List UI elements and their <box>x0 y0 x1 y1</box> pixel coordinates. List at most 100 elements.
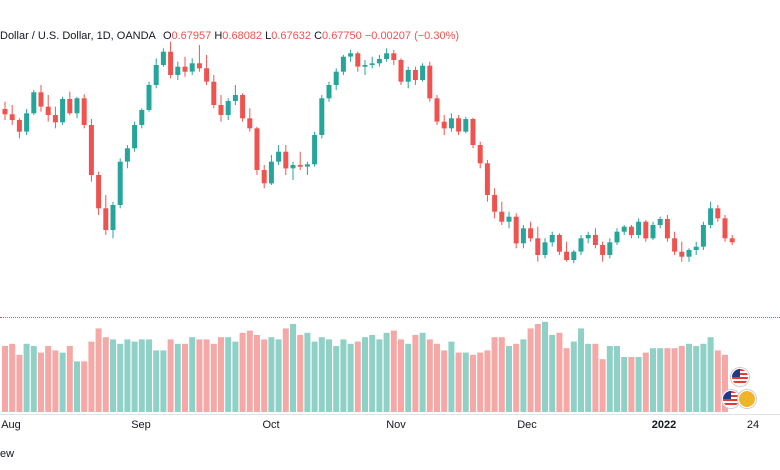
volume-bar <box>304 332 311 412</box>
candle-body <box>153 65 159 85</box>
candle-body <box>657 219 663 225</box>
volume-bar <box>146 339 152 412</box>
volume-bar <box>182 343 188 412</box>
open-value: 0.67957 <box>171 30 212 42</box>
volume-bar <box>455 352 462 412</box>
volume-bar <box>419 332 426 412</box>
volume-bar <box>174 343 181 412</box>
candle-body <box>679 251 685 257</box>
volume-bar <box>333 346 340 412</box>
volume-bar <box>232 341 239 412</box>
volume-bar <box>714 350 721 412</box>
candle-body <box>60 99 66 123</box>
candle-body <box>340 56 346 72</box>
candle-body <box>312 135 318 165</box>
x-tick-dec: Dec <box>517 419 537 431</box>
volume-bar <box>74 361 80 412</box>
candle-body <box>693 246 699 250</box>
volume-bar <box>52 350 59 412</box>
volume-bar <box>45 346 52 412</box>
candle-body <box>434 98 440 122</box>
volume-bar <box>412 335 419 412</box>
candle-body <box>513 216 519 244</box>
volume-bar <box>246 330 253 412</box>
candle-body <box>369 63 375 65</box>
time-axis[interactable]: Aug Sep Oct Nov Dec 2022 24 <box>0 414 780 439</box>
volume-bar <box>491 337 498 412</box>
candle-body <box>304 164 310 167</box>
volume-bar <box>549 335 556 412</box>
high-value: 0.68082 <box>222 30 263 42</box>
candle-body <box>132 125 138 149</box>
us-flag-icon[interactable] <box>731 368 749 386</box>
x-tick-24: 24 <box>746 419 760 431</box>
gold-coin-icon[interactable] <box>738 390 756 408</box>
candle-body <box>492 195 498 212</box>
candle-body <box>643 221 649 239</box>
volume-bar <box>477 352 484 412</box>
candle-body <box>477 145 483 164</box>
candle-body <box>74 98 80 114</box>
volume-bar <box>498 337 505 412</box>
candle-body <box>297 165 303 167</box>
candle-body <box>348 53 354 57</box>
candle-body <box>268 161 274 184</box>
candle-body <box>117 161 123 205</box>
candle-body <box>204 68 210 82</box>
volume-bar <box>678 346 685 412</box>
candle-body <box>600 245 606 255</box>
volume-bar <box>390 330 397 412</box>
candle-body <box>88 125 94 175</box>
candle-body <box>103 208 109 230</box>
volume-bar <box>210 343 217 412</box>
volume-bar <box>81 361 88 412</box>
volume-bar <box>110 339 116 412</box>
volume-bar <box>59 352 66 412</box>
high-label: H <box>214 30 223 42</box>
candle-body <box>384 53 390 59</box>
candle-body <box>484 163 490 195</box>
volume-bar <box>484 350 491 412</box>
volume-bar <box>275 339 282 412</box>
candle-body <box>621 226 627 232</box>
candle-body <box>391 53 397 60</box>
volume-bar <box>66 346 73 412</box>
volume-bar <box>585 343 592 412</box>
volume-bar <box>167 339 174 412</box>
candle-body <box>45 106 51 115</box>
candle-body <box>412 70 418 80</box>
candle-body <box>592 235 598 245</box>
x-tick-2022: 2022 <box>651 419 677 431</box>
candle-body <box>535 238 541 255</box>
candle-body <box>319 98 325 135</box>
candle-body <box>16 120 22 132</box>
symbol-title: Dollar / U.S. Dollar, 1D, OANDA <box>0 30 156 42</box>
volume-bar <box>527 328 534 412</box>
candle-body <box>528 228 534 239</box>
volume-bar <box>347 343 354 412</box>
candle-body <box>664 219 670 239</box>
volume-bar <box>722 354 728 412</box>
candle-body <box>578 238 584 252</box>
volume-bar <box>614 346 620 412</box>
volume-bar <box>354 341 361 412</box>
candle-body <box>52 115 58 123</box>
candle-body <box>38 92 44 107</box>
close-label: C <box>314 30 323 42</box>
footer-text: ew <box>0 448 15 460</box>
volume-bar <box>606 346 613 412</box>
candle-body <box>276 151 282 162</box>
volume-bar <box>578 328 584 412</box>
candle-body <box>139 110 145 125</box>
candle-body <box>607 242 613 255</box>
volume-bar <box>261 339 268 412</box>
x-tick-oct: Oct <box>262 419 280 431</box>
candle-body <box>160 51 166 65</box>
volume-bar <box>513 343 520 412</box>
volume-bar <box>462 352 469 412</box>
volume-bar <box>326 339 332 412</box>
candle-body <box>9 114 15 120</box>
candle-body <box>614 231 620 243</box>
candle-body <box>722 218 728 239</box>
volume-bar <box>225 337 232 412</box>
